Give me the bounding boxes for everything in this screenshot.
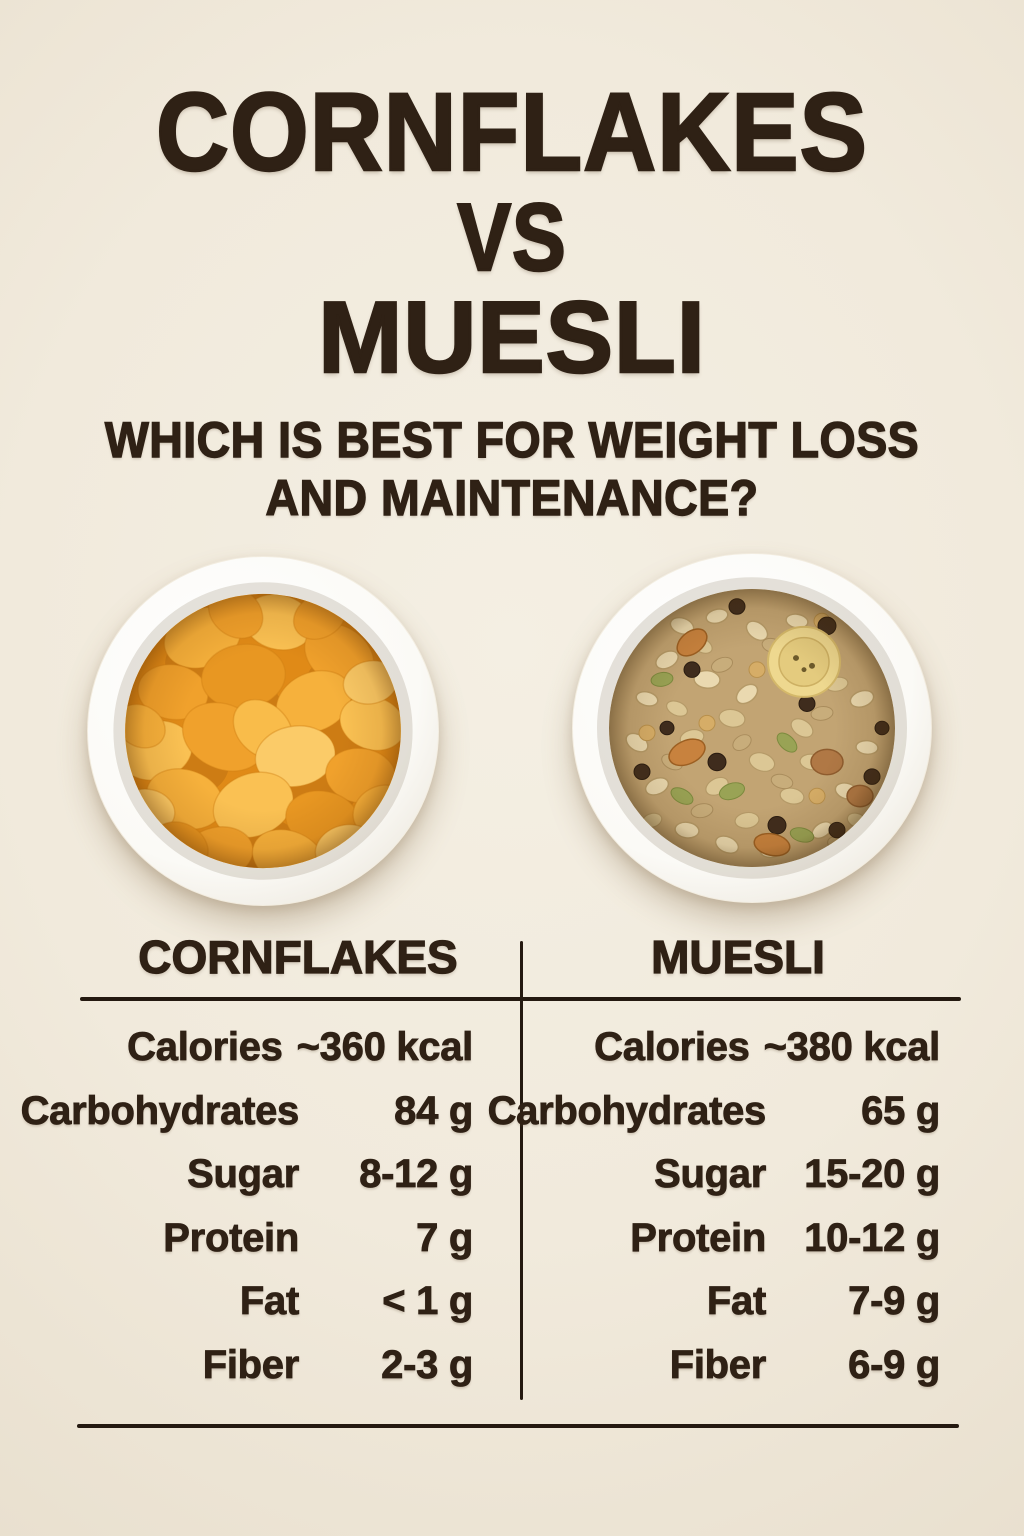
nutrition-row: Carbohydrates 65 g [487, 1080, 941, 1144]
cornflakes-pile [125, 593, 401, 869]
cornflakes-bowl-image [87, 556, 439, 906]
nutrient-label: Sugar [654, 1152, 767, 1197]
nutrition-row: Fiber 6-9 g [535, 1334, 940, 1398]
nutrient-value: ~360 kcal [296, 1025, 473, 1070]
muesli-mix [609, 588, 895, 868]
nutrient-label: Fat [239, 1279, 299, 1324]
nutrition-row: Fat 7-9 g [535, 1270, 940, 1334]
nutrient-value: 8-12 g [359, 1152, 474, 1197]
nutrient-label: Fiber [202, 1342, 299, 1387]
nutrient-label: Calories [127, 1025, 284, 1070]
nutrient-label: Calories [594, 1025, 751, 1070]
muesli-bowl-image [572, 553, 932, 903]
muesli-bowl-svg [573, 553, 931, 903]
cornflakes-bowl-svg [87, 556, 439, 906]
nutrition-row: Sugar 8-12 g [80, 1143, 474, 1207]
column-title-cornflakes: CORNFLAKES [138, 931, 459, 983]
nutrition-row: Calories ~360 kcal [80, 1016, 474, 1080]
nutrient-value: 7 g [416, 1215, 474, 1260]
nutrition-row: Protein 10-12 g [535, 1207, 941, 1271]
nutrient-label: Protein [163, 1215, 300, 1260]
nutrition-row: Fiber 2-3 g [80, 1334, 473, 1398]
muesli-nutrition-list: Calories ~380 kcal Carbohydrates 65 g Su… [487, 1016, 941, 1398]
bottom-line [77, 1424, 959, 1428]
nutrient-value: 84 g [394, 1088, 474, 1133]
nutrient-value: 65 g [861, 1088, 941, 1133]
nutrient-label: Fiber [669, 1342, 766, 1387]
column-title-muesli: MUESLI [651, 931, 826, 983]
nutrient-label: Sugar [187, 1152, 300, 1197]
subtitle-line-1: WHICH IS BEST FOR WEIGHT LOSS [104, 412, 920, 468]
nutrient-label: Fat [706, 1279, 766, 1324]
nutrition-row: Carbohydrates 84 g [20, 1080, 474, 1144]
nutrient-value: 10-12 g [804, 1215, 941, 1260]
column-divider-line [520, 941, 523, 1400]
nutrient-value: 2-3 g [381, 1342, 474, 1387]
title-muesli: MUESLI [317, 282, 706, 394]
nutrition-row: Protein 7 g [80, 1207, 474, 1271]
nutrition-row: Sugar 15-20 g [535, 1143, 941, 1207]
cornflakes-nutrition-list: Calories ~360 kcal Carbohydrates 84 g Su… [20, 1016, 474, 1398]
nutrient-label: Carbohydrates [20, 1088, 300, 1133]
nutrition-row: Calories ~380 kcal [535, 1016, 941, 1080]
title-cornflakes: CORNFLAKES [155, 71, 868, 194]
nutrient-value: 6-9 g [848, 1342, 941, 1387]
subtitle-line-2: AND MAINTENANCE? [265, 470, 759, 526]
nutrient-label: Protein [630, 1215, 767, 1260]
nutrient-label: Carbohydrates [487, 1088, 767, 1133]
nutrient-value: ~380 kcal [763, 1025, 940, 1070]
nutrient-value: 15-20 g [804, 1152, 941, 1197]
title-vs: VS [456, 184, 567, 291]
nutrient-value: 7-9 g [848, 1279, 941, 1324]
nutrient-value: < 1 g [382, 1279, 474, 1324]
nutrition-row: Fat < 1 g [80, 1270, 473, 1334]
